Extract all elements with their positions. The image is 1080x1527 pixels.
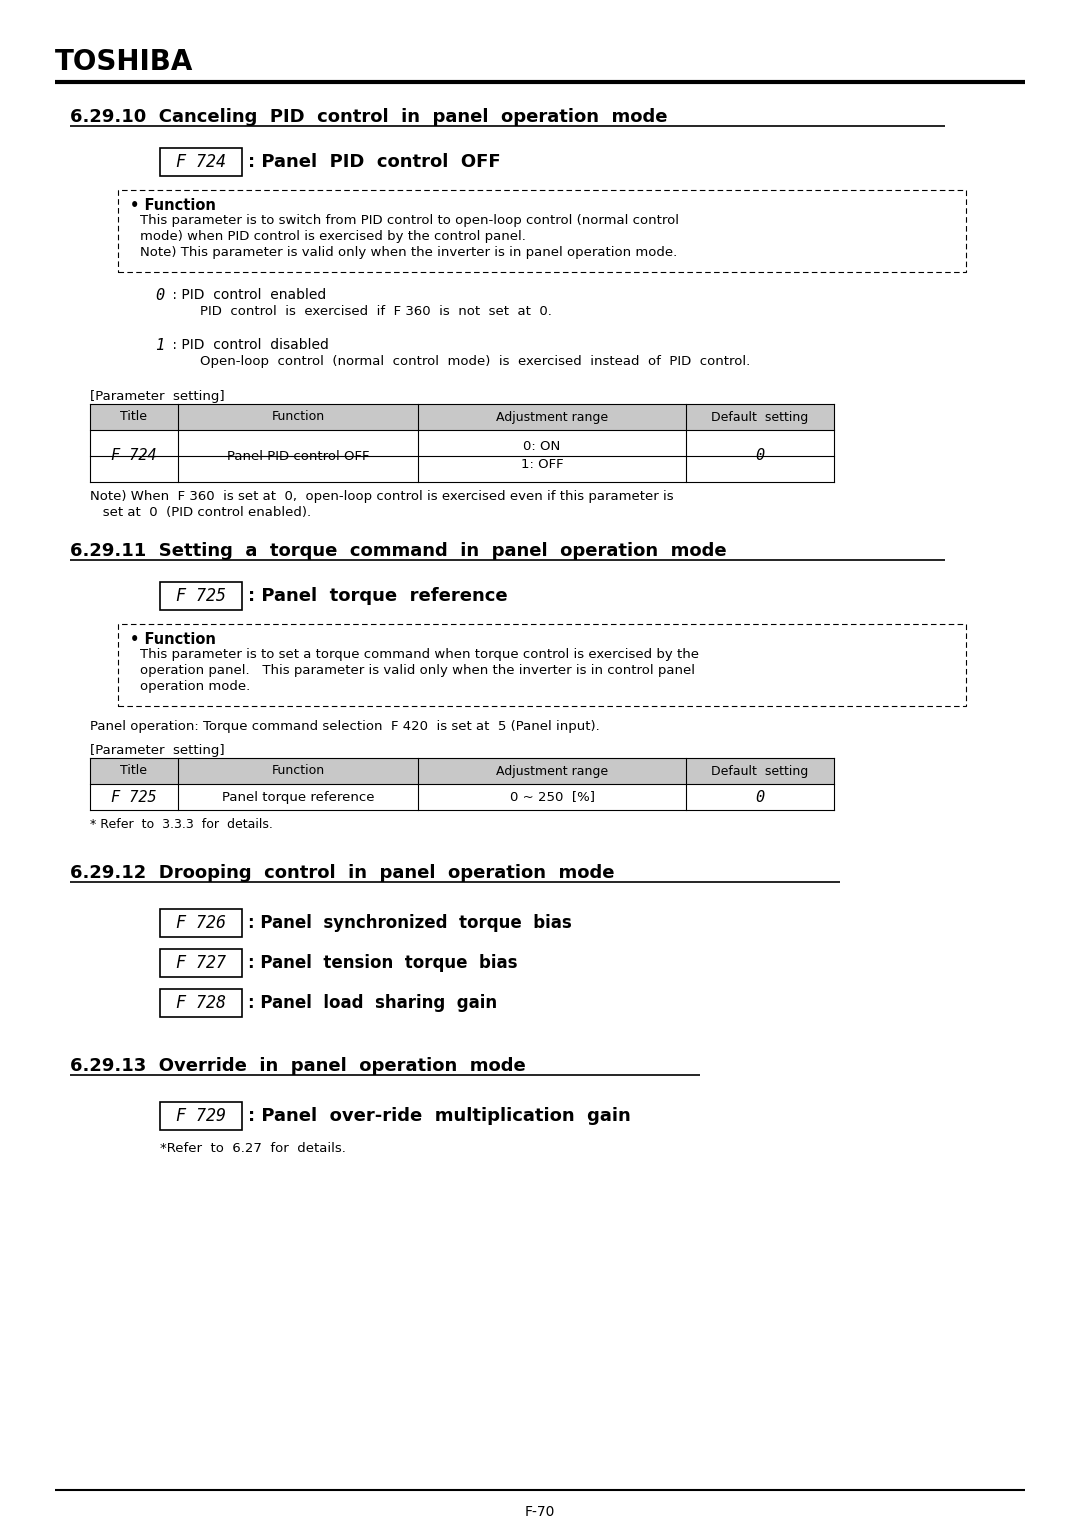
- Text: 0: 0: [755, 789, 765, 805]
- Text: : Panel  PID  control  OFF: : Panel PID control OFF: [248, 153, 501, 171]
- Bar: [160, 582, 242, 609]
- Text: This parameter is to set a torque command when torque control is exercised by th: This parameter is to set a torque comman…: [140, 647, 699, 661]
- Bar: [160, 948, 242, 977]
- Text: : PID  control  disabled: : PID control disabled: [168, 337, 329, 353]
- Text: F 724: F 724: [176, 153, 226, 171]
- Text: This parameter is to switch from PID control to open-loop control (normal contro: This parameter is to switch from PID con…: [140, 214, 679, 228]
- Text: Open-loop  control  (normal  control  mode)  is  exercised  instead  of  PID  co: Open-loop control (normal control mode) …: [200, 354, 751, 368]
- Text: operation panel.   This parameter is valid only when the inverter is in control : operation panel. This parameter is valid…: [140, 664, 696, 676]
- Text: Adjustment range: Adjustment range: [496, 411, 608, 423]
- Text: Function: Function: [271, 765, 325, 777]
- Text: [Parameter  setting]: [Parameter setting]: [90, 744, 225, 757]
- Text: TOSHIBA: TOSHIBA: [55, 47, 193, 76]
- Text: F 729: F 729: [176, 1107, 226, 1125]
- Text: F 727: F 727: [176, 954, 226, 973]
- Text: set at  0  (PID control enabled).: set at 0 (PID control enabled).: [90, 505, 311, 519]
- Text: 6.29.10  Canceling  PID  control  in  panel  operation  mode: 6.29.10 Canceling PID control in panel o…: [70, 108, 667, 127]
- Text: : Panel  load  sharing  gain: : Panel load sharing gain: [248, 994, 497, 1012]
- Text: *Refer  to  6.27  for  details.: *Refer to 6.27 for details.: [160, 1142, 346, 1154]
- Text: : Panel  tension  torque  bias: : Panel tension torque bias: [248, 954, 517, 973]
- Text: F 725: F 725: [176, 586, 226, 605]
- Bar: [118, 189, 966, 272]
- Text: 0: ON: 0: ON: [524, 440, 561, 454]
- Text: Adjustment range: Adjustment range: [496, 765, 608, 777]
- Text: Title: Title: [121, 765, 148, 777]
- Text: 0: 0: [156, 289, 164, 302]
- Text: Panel torque reference: Panel torque reference: [221, 791, 375, 803]
- Text: Panel PID control OFF: Panel PID control OFF: [227, 449, 369, 463]
- Text: F 724: F 724: [111, 449, 157, 464]
- Text: • Function: • Function: [130, 199, 216, 212]
- Text: Note) When  F 360  is set at  0,  open-loop control is exercised even if this pa: Note) When F 360 is set at 0, open-loop …: [90, 490, 674, 502]
- Text: * Refer  to  3.3.3  for  details.: * Refer to 3.3.3 for details.: [90, 818, 273, 831]
- Bar: [160, 148, 242, 176]
- Text: Function: Function: [271, 411, 325, 423]
- Text: : PID  control  enabled: : PID control enabled: [168, 289, 326, 302]
- Text: Default  setting: Default setting: [712, 765, 809, 777]
- Text: 0: 0: [755, 449, 765, 464]
- Bar: [90, 757, 834, 783]
- Text: 6.29.11  Setting  a  torque  command  in  panel  operation  mode: 6.29.11 Setting a torque command in pane…: [70, 542, 727, 560]
- Text: Default  setting: Default setting: [712, 411, 809, 423]
- Text: 1: 1: [156, 337, 164, 353]
- Text: : Panel  over-ride  multiplication  gain: : Panel over-ride multiplication gain: [248, 1107, 631, 1125]
- Bar: [90, 405, 834, 431]
- Text: Title: Title: [121, 411, 148, 423]
- Text: • Function: • Function: [130, 632, 216, 647]
- Text: F 726: F 726: [176, 915, 226, 931]
- Text: F 728: F 728: [176, 994, 226, 1012]
- Text: F-70: F-70: [525, 1506, 555, 1519]
- Text: [Parameter  setting]: [Parameter setting]: [90, 389, 225, 403]
- Text: : Panel  synchronized  torque  bias: : Panel synchronized torque bias: [248, 915, 571, 931]
- Text: operation mode.: operation mode.: [140, 680, 251, 693]
- Bar: [160, 1102, 242, 1130]
- Bar: [160, 909, 242, 938]
- Text: 1: OFF: 1: OFF: [521, 458, 564, 472]
- Text: : Panel  torque  reference: : Panel torque reference: [248, 586, 508, 605]
- Text: F 725: F 725: [111, 789, 157, 805]
- Bar: [118, 625, 966, 705]
- Text: Panel operation: Torque command selection  F 420  is set at  5 (Panel input).: Panel operation: Torque command selectio…: [90, 721, 599, 733]
- Text: mode) when PID control is exercised by the control panel.: mode) when PID control is exercised by t…: [140, 231, 526, 243]
- Text: 6.29.13  Override  in  panel  operation  mode: 6.29.13 Override in panel operation mode: [70, 1057, 526, 1075]
- Text: Note) This parameter is valid only when the inverter is in panel operation mode.: Note) This parameter is valid only when …: [140, 246, 677, 260]
- Bar: [160, 989, 242, 1017]
- Text: 0 ~ 250  [%]: 0 ~ 250 [%]: [510, 791, 594, 803]
- Text: PID  control  is  exercised  if  F 360  is  not  set  at  0.: PID control is exercised if F 360 is not…: [200, 305, 552, 318]
- Text: 6.29.12  Drooping  control  in  panel  operation  mode: 6.29.12 Drooping control in panel operat…: [70, 864, 615, 883]
